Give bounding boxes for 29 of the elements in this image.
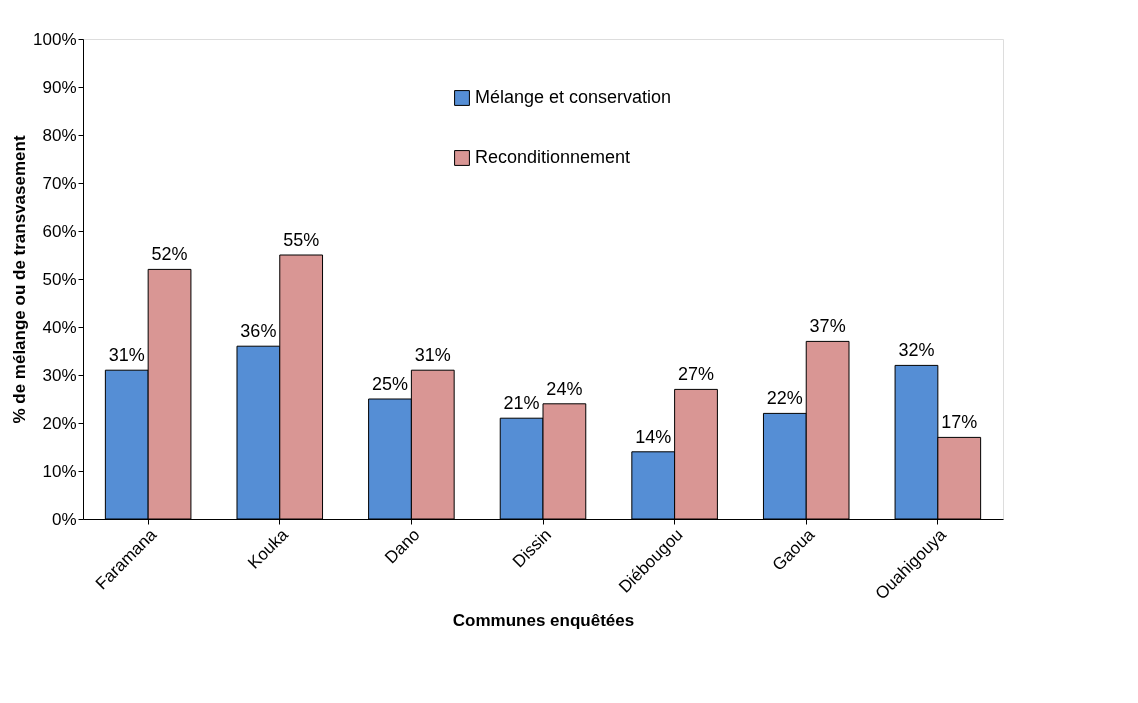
y-axis-title: % de mélange ou de transvasement: [10, 135, 30, 424]
data-label: 24%: [546, 378, 583, 399]
y-tick-label: 20%: [42, 413, 77, 433]
data-label: 14%: [635, 426, 672, 447]
legend-label: Reconditionnement: [475, 147, 631, 167]
y-tick-label: 30%: [42, 365, 77, 385]
x-axis-title: Communes enquêtées: [452, 610, 635, 630]
data-label: 37%: [809, 316, 846, 337]
legend-label: Mélange et conservation: [475, 87, 672, 107]
data-label: 31%: [108, 345, 145, 366]
data-label: 31%: [414, 345, 451, 366]
data-label: 25%: [371, 374, 409, 394]
y-tick-label: 50%: [42, 269, 77, 289]
data-label: 52%: [151, 244, 188, 265]
data-label: 22%: [766, 388, 803, 409]
y-tick-label: 80%: [42, 125, 77, 145]
y-tick-label: 70%: [42, 173, 77, 193]
y-tick-label: 60%: [42, 221, 77, 241]
y-tick-label: 0%: [51, 509, 77, 529]
y-tick-label: 100%: [33, 29, 77, 49]
y-tick-label: 90%: [42, 77, 77, 97]
data-label: 55%: [283, 230, 320, 250]
y-tick-label: 10%: [42, 461, 77, 481]
data-label: 36%: [240, 321, 277, 342]
data-label: 21%: [503, 393, 540, 414]
y-tick-label: 40%: [42, 317, 77, 337]
data-label: 17%: [941, 412, 978, 433]
data-label: 32%: [898, 340, 935, 361]
data-label: 27%: [677, 364, 715, 385]
